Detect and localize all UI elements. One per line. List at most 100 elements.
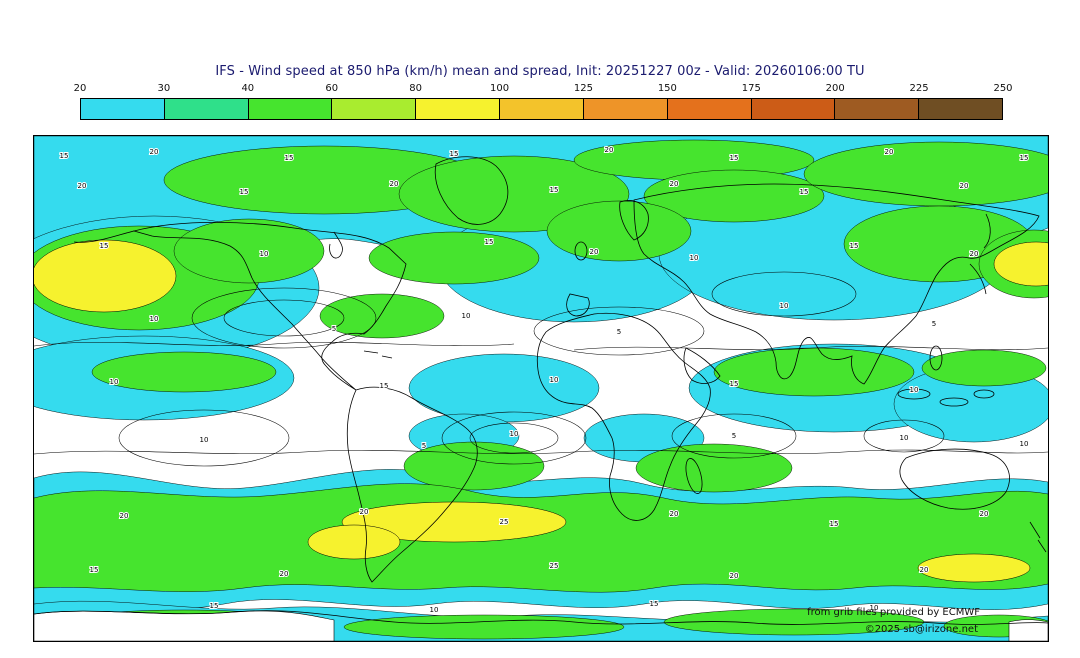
colorbar-tick-label: 150 [657,83,677,94]
colorbar-ticks: 20 30 40 60 80 100 125 150 175 200 225 250 [74,83,1013,98]
contour-label: 5 [422,442,426,450]
coastline [685,458,703,494]
contour-line [34,342,515,347]
contour-label: 10 [260,250,269,258]
contour-line [34,449,1048,455]
yellow-fill-region [917,553,1031,583]
contour-line [441,411,587,465]
contour-label: 20 [670,510,679,518]
copyright-text: ©2025 sb@irizone.net [864,624,978,635]
yellow-fill-region [307,524,401,560]
contour-label: 5 [932,320,936,328]
contour-label: 20 [960,182,969,190]
world-map: 15 20 15 15 20 15 20 15 20 15 20 15 20 15 20 15 10 15 20 10… [33,135,1049,642]
coastline [434,156,509,225]
colorbar-segment [81,99,164,119]
contour-line [671,413,797,459]
coastline [329,231,343,259]
contour-label: 10 [150,315,159,323]
chart-title: IFS - Wind speed at 850 hPa (km/h) mean … [215,64,865,79]
colorbar-tick-label: 60 [325,83,339,94]
contour-label: 15 [90,566,99,574]
contour-label: 20 [730,572,739,580]
contour-label: 15 [850,242,859,250]
coastline [566,293,590,317]
colorbar-segment [750,99,835,119]
contour-label: 20 [150,148,159,156]
contour-label: 15 [60,152,69,160]
contour-label: 15 [800,188,809,196]
green-fill-region [635,443,793,493]
contour-label: 15 [450,150,459,158]
green-fill-region [643,169,825,223]
contour-label: 20 [280,570,289,578]
spread-contour-lines-layer [34,271,1048,467]
colorbar-segment [415,99,500,119]
antarctica-land [34,610,335,641]
contour-label: 15 [100,242,109,250]
contour-label: 5 [617,328,621,336]
contour-label: 20 [605,146,614,154]
wind-speed-map-canvas: 15 20 15 15 20 15 20 15 20 15 20 15 20 15 20 15 10 15 20 10… [34,136,1048,641]
yellow-fill-region [993,241,1048,287]
colorbar-segment [918,99,1002,119]
green-fill-region [403,441,545,491]
contour-line [469,422,559,454]
coastline [939,397,969,407]
coastline [683,347,721,384]
coastline [363,350,393,359]
contour-line [533,306,705,356]
contour-label: 15 [380,382,389,390]
colorbar-tick-label: 175 [741,83,761,94]
contour-line [863,419,945,453]
contour-label: 20 [78,182,87,190]
contour-label: 15 [830,520,839,528]
green-fill-region [91,351,277,393]
colorbar-segment [834,99,919,119]
contour-label: 5 [332,325,336,333]
colorbar-tick-label: 100 [489,83,510,94]
colorbar-segment [582,99,667,119]
contour-label: 15 [285,154,294,162]
contour-label: 10 [430,606,439,614]
contour-label: 20 [120,512,129,520]
colorbar-segment [499,99,583,119]
contour-label: 15 [485,238,494,246]
colorbar-tick-label: 80 [409,83,422,94]
colorbar-tick-label: 40 [241,83,255,94]
contour-label: 20 [970,250,979,258]
contour-label: 15 [650,600,659,608]
colorbar-tick-label: 250 [993,83,1013,94]
green-fill-region [173,218,325,284]
contour-label: 10 [200,436,209,444]
contour-label: 10 [900,434,909,442]
contour-label: 10 [690,254,699,262]
coastline [132,221,407,391]
contour-label: 10 [780,302,789,310]
coastline [619,200,649,241]
data-credit: from grib files provided by ECMWF [807,607,980,618]
coastline [973,389,995,399]
yellow-fill-region [341,501,567,543]
colorbar-segment [163,99,248,119]
contour-label: 20 [980,510,989,518]
contour-line [711,271,857,317]
coastline [969,263,987,295]
coastline [1029,521,1047,553]
coastline [34,610,1048,625]
contour-label: 10 [1020,440,1029,448]
green-fill-region [368,231,540,285]
coastline [897,388,931,400]
contour-label: 25 [500,518,509,526]
colorbar-segments [80,98,1003,120]
contour-label: 10 [462,312,471,320]
coastlines-layer [34,156,1048,625]
green-fill-region [921,349,1047,387]
green-fill-region [319,293,445,339]
colorbar-segment [331,99,416,119]
colorbar-tick-label: 30 [157,83,171,94]
colorbar-tick-label: 125 [573,83,593,94]
contour-label: 10 [110,378,119,386]
antarctica-land [1008,619,1048,641]
